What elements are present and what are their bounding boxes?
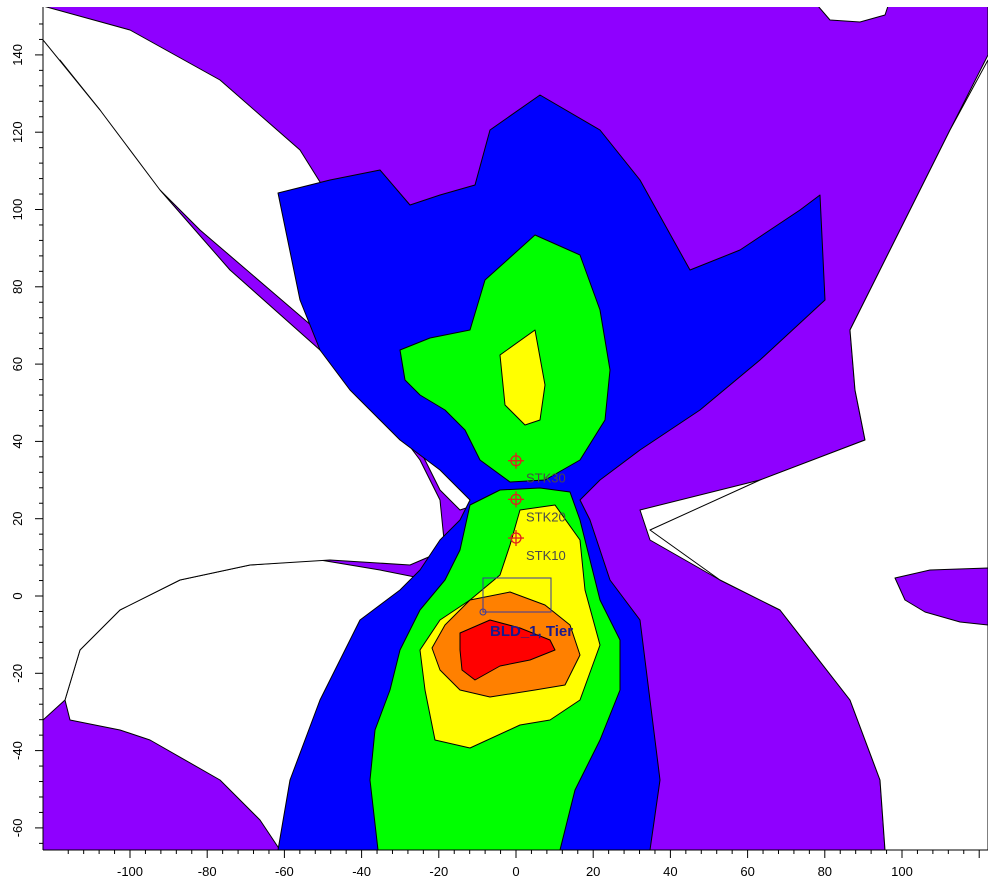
x-tick-label: -100 bbox=[117, 864, 143, 879]
building-tier-marker bbox=[479, 608, 487, 616]
contour-fills bbox=[43, 7, 988, 850]
stack-marker bbox=[508, 452, 524, 469]
y-tick-label: 80 bbox=[10, 280, 25, 294]
stack-marker bbox=[508, 530, 524, 547]
x-tick-label: -60 bbox=[275, 864, 294, 879]
background-region-top bbox=[818, 7, 889, 23]
x-tick-label: 80 bbox=[818, 864, 832, 879]
y-tick-label: 40 bbox=[10, 434, 25, 448]
x-tick-label: -80 bbox=[198, 864, 217, 879]
x-tick-label: -20 bbox=[429, 864, 448, 879]
y-tick-label: 140 bbox=[10, 44, 25, 66]
building-label: BLD_1, Tier bbox=[490, 623, 573, 640]
x-tick-label: 40 bbox=[663, 864, 677, 879]
y-tick-label: -20 bbox=[10, 664, 25, 683]
stack-label: STK30 bbox=[526, 471, 566, 486]
y-tick-label: -40 bbox=[10, 741, 25, 760]
contour-level-4-upper bbox=[499, 329, 546, 426]
contour-level-1-island bbox=[894, 567, 988, 626]
contour-level-6 bbox=[459, 619, 556, 681]
x-tick-label: 0 bbox=[512, 864, 519, 879]
y-tick-label: 0 bbox=[10, 592, 25, 599]
building-footprint bbox=[482, 577, 552, 613]
y-tick-label: 100 bbox=[10, 199, 25, 221]
stack-sources: STK30 STK20 STK10 bbox=[508, 452, 566, 563]
stack-label: STK10 bbox=[526, 548, 566, 563]
x-tick-label: 20 bbox=[586, 864, 600, 879]
x-tick-label: 60 bbox=[740, 864, 754, 879]
y-tick-label: 20 bbox=[10, 511, 25, 525]
y-tick-label: 60 bbox=[10, 357, 25, 371]
x-tick-label: 100 bbox=[891, 864, 913, 879]
y-tick-label: -60 bbox=[10, 819, 25, 838]
background-region-right bbox=[649, 59, 988, 850]
stack-label: STK20 bbox=[526, 509, 566, 524]
background-region-left bbox=[43, 39, 446, 721]
x-tick-label: -40 bbox=[352, 864, 371, 879]
y-tick-label: 120 bbox=[10, 121, 25, 143]
y-axis-ticks: -60 -40 -20 0 20 40 60 80 100 120 140 bbox=[10, 23, 43, 844]
stack-marker bbox=[508, 491, 524, 508]
x-axis-ticks: -100 -80 -60 -40 -20 0 20 40 60 80 100 bbox=[67, 850, 980, 879]
